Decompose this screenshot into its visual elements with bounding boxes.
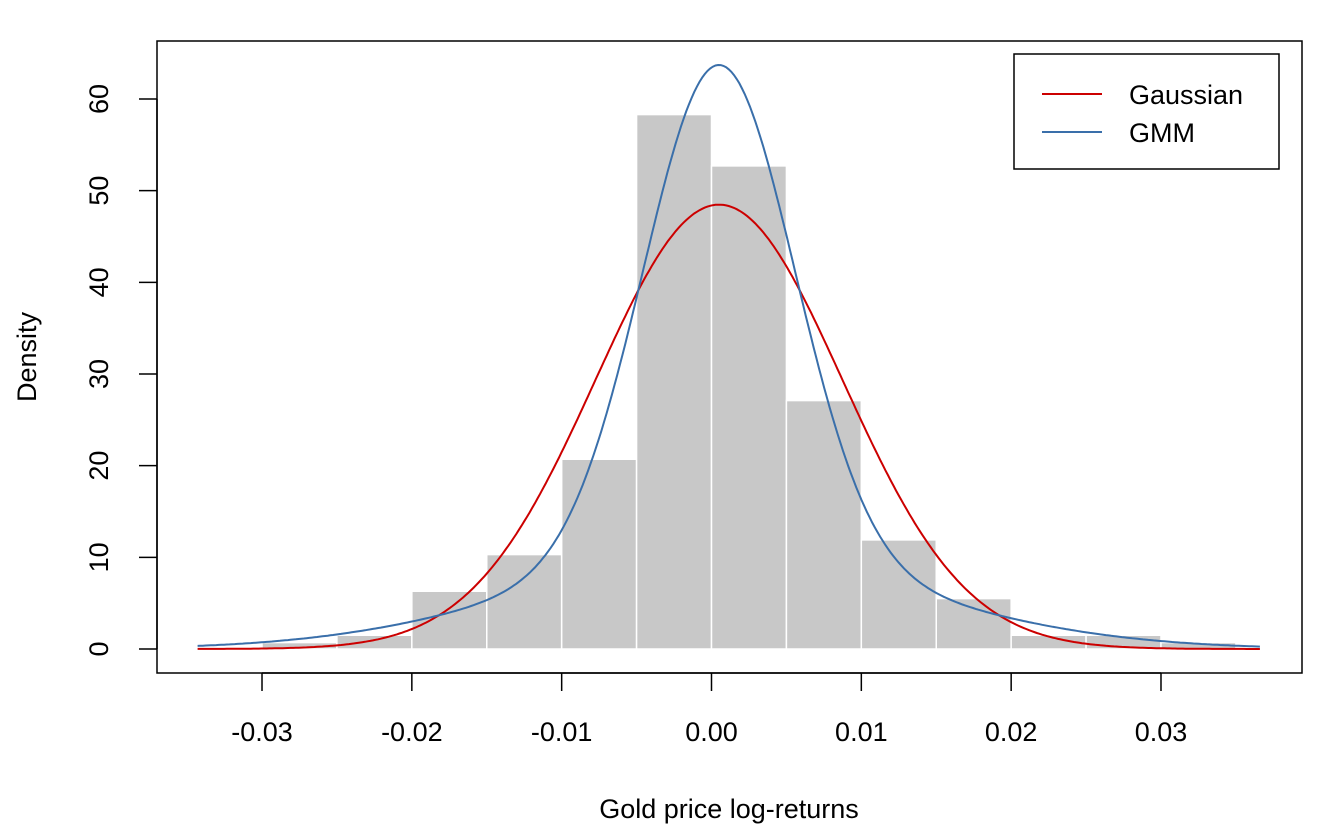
- histogram-bar: [560, 458, 638, 650]
- histogram-bar: [785, 399, 863, 650]
- legend-box: [1013, 53, 1280, 170]
- x-tick-label: -0.01: [531, 717, 593, 747]
- density-curves: [197, 63, 1260, 650]
- y-tick-label: 60: [84, 84, 114, 114]
- legend: Gaussian GMM: [1013, 53, 1280, 170]
- histogram-bar: [710, 165, 788, 650]
- histogram-bar: [635, 113, 713, 650]
- curve-gmm: [197, 63, 1260, 648]
- y-axis: 0 10 20 30 40 50 60: [84, 84, 158, 657]
- y-tick-label: 20: [84, 451, 114, 481]
- histogram-bar: [486, 553, 563, 650]
- histogram-bar: [336, 634, 413, 650]
- histogram-bar: [411, 590, 488, 650]
- legend-label-gaussian: Gaussian: [1129, 80, 1243, 110]
- y-tick-label: 0: [84, 641, 114, 656]
- curve-gaussian: [197, 203, 1260, 650]
- x-axis: -0.03 -0.02 -0.01 0.00 0.01 0.02 0.03: [231, 672, 1188, 747]
- y-tick-label: 40: [84, 267, 114, 297]
- y-axis-label: Density: [12, 311, 42, 402]
- x-tick-label: -0.03: [231, 717, 293, 747]
- x-tick-label: 0.01: [835, 717, 888, 747]
- x-axis-label: Gold price log-returns: [599, 794, 859, 824]
- histogram-bar: [935, 597, 1012, 650]
- x-tick-label: 0.00: [685, 717, 738, 747]
- histogram-bars: [261, 113, 1237, 650]
- histogram-bar: [860, 539, 937, 650]
- y-tick-label: 50: [84, 176, 114, 206]
- y-tick-label: 30: [84, 359, 114, 389]
- x-tick-label: -0.02: [381, 717, 443, 747]
- x-tick-label: 0.03: [1135, 717, 1188, 747]
- y-tick-label: 10: [84, 542, 114, 572]
- x-tick-label: 0.02: [985, 717, 1038, 747]
- legend-label-gmm: GMM: [1129, 118, 1195, 148]
